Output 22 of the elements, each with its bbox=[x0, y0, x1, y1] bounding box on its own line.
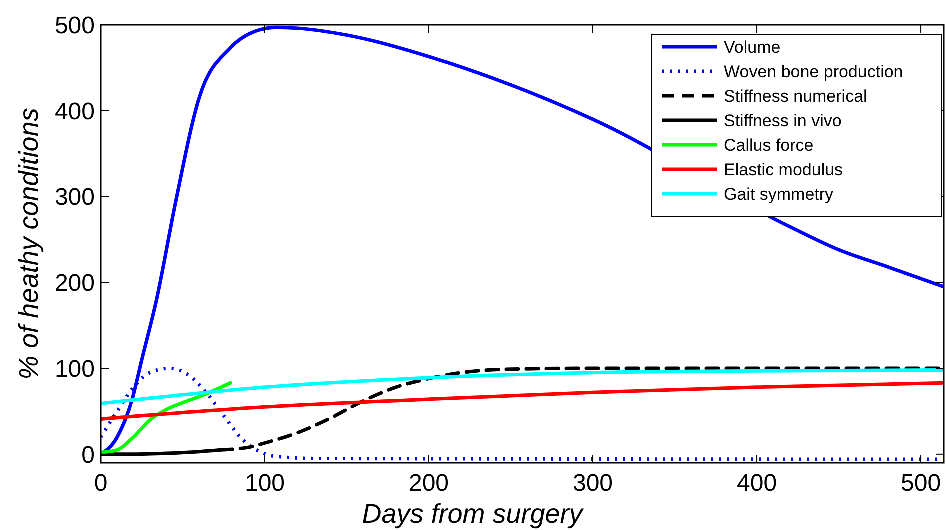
legend-label: Gait symmetry bbox=[724, 184, 834, 204]
legend-label: Volume bbox=[724, 38, 781, 57]
y-tick-label: 200 bbox=[54, 270, 95, 298]
x-tick-label: 200 bbox=[408, 470, 450, 497]
x-tick-label: 400 bbox=[737, 470, 778, 497]
x-axis-title: Days from surgery bbox=[362, 499, 584, 529]
y-tick-label: 500 bbox=[54, 12, 95, 40]
y-tick-label: 300 bbox=[54, 184, 95, 212]
legend-label: Elastic modulus bbox=[724, 160, 844, 180]
x-tick-label: 100 bbox=[244, 470, 286, 497]
line-series bbox=[101, 381, 944, 421]
line-series bbox=[101, 368, 944, 406]
y-axis-title: % of heathy conditions bbox=[14, 108, 44, 380]
x-tick-label: 500 bbox=[901, 470, 942, 497]
legend-label: Woven bone production bbox=[724, 62, 904, 82]
legend-label: Callus force bbox=[724, 136, 814, 155]
y-tick-label: 0 bbox=[82, 442, 95, 469]
x-tick-label: 300 bbox=[573, 470, 614, 497]
y-tick-label: 400 bbox=[54, 98, 95, 126]
legend-label: Stiffness numerical bbox=[724, 86, 868, 106]
legend-label: Stiffness in vivo bbox=[724, 111, 842, 130]
y-tick-label: 100 bbox=[54, 356, 95, 383]
